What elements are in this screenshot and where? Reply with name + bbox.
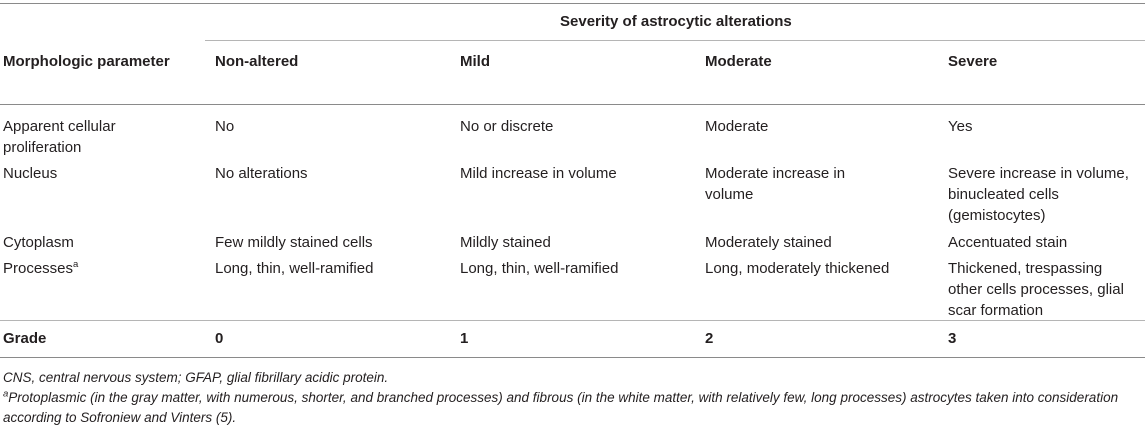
- row-parameter-processes-label: Processes: [3, 260, 74, 277]
- table-cell: No or discrete: [460, 118, 554, 135]
- footnote-a-text: Protoplasmic (in the gray matter, with n…: [3, 390, 1119, 425]
- table-cell: No: [215, 118, 235, 135]
- header-bottom-rule: [0, 104, 1145, 105]
- column-header-severe: Severe: [948, 53, 998, 70]
- row-parameter-cytoplasm: Cytoplasm: [3, 234, 74, 251]
- column-header-moderate: Moderate: [705, 53, 772, 70]
- table-cell: Yes: [948, 118, 973, 135]
- column-header-non-altered: Non-altered: [215, 53, 299, 70]
- table-cell: Few mildly stained cells: [215, 234, 373, 251]
- table-cell: Accentuated stain: [948, 234, 1068, 251]
- grade-label: Grade: [3, 330, 47, 347]
- table-cell: Long, thin, well-ramified: [460, 260, 619, 277]
- row-parameter-nucleus: Nucleus: [3, 165, 58, 182]
- footnote-a-marker: a: [3, 388, 9, 400]
- table-cell: Severe increase in volume, binucleated c…: [948, 165, 1129, 224]
- row-parameter-processes: Processesa: [3, 258, 78, 279]
- table-cell: Mild increase in volume: [460, 165, 617, 182]
- table-cell: No alterations: [215, 165, 308, 182]
- footnote-a: aProtoplasmic (in the gray matter, with …: [3, 388, 1143, 428]
- table-cell: Moderate increase in volume: [705, 165, 846, 203]
- table-cell: Moderate: [705, 118, 769, 135]
- row-parameter-proliferation: Apparent cellular proliferation: [3, 118, 116, 156]
- footnote-abbreviations: CNS, central nervous system; GFAP, glial…: [3, 370, 389, 385]
- table-top-rule: [0, 3, 1145, 4]
- table-cell: Thickened, trespassing other cells proce…: [948, 260, 1124, 319]
- column-header-parameter: Morphologic parameter: [3, 53, 170, 70]
- grade-value: 0: [215, 330, 224, 347]
- grade-value: 1: [460, 330, 469, 347]
- grade-top-rule: [0, 320, 1145, 321]
- table-cell: Moderately stained: [705, 234, 832, 251]
- group-header: Severity of astrocytic alterations: [560, 13, 792, 30]
- column-header-mild: Mild: [460, 53, 490, 70]
- grade-value: 3: [948, 330, 957, 347]
- group-header-rule: [205, 40, 1145, 41]
- grade-value: 2: [705, 330, 714, 347]
- table-cell: Long, thin, well-ramified: [215, 260, 374, 277]
- table-bottom-rule: [0, 357, 1145, 358]
- table-cell: Mildly stained: [460, 234, 551, 251]
- table-cell: Long, moderately thickened: [705, 260, 890, 277]
- footnote-marker-a: a: [73, 259, 79, 270]
